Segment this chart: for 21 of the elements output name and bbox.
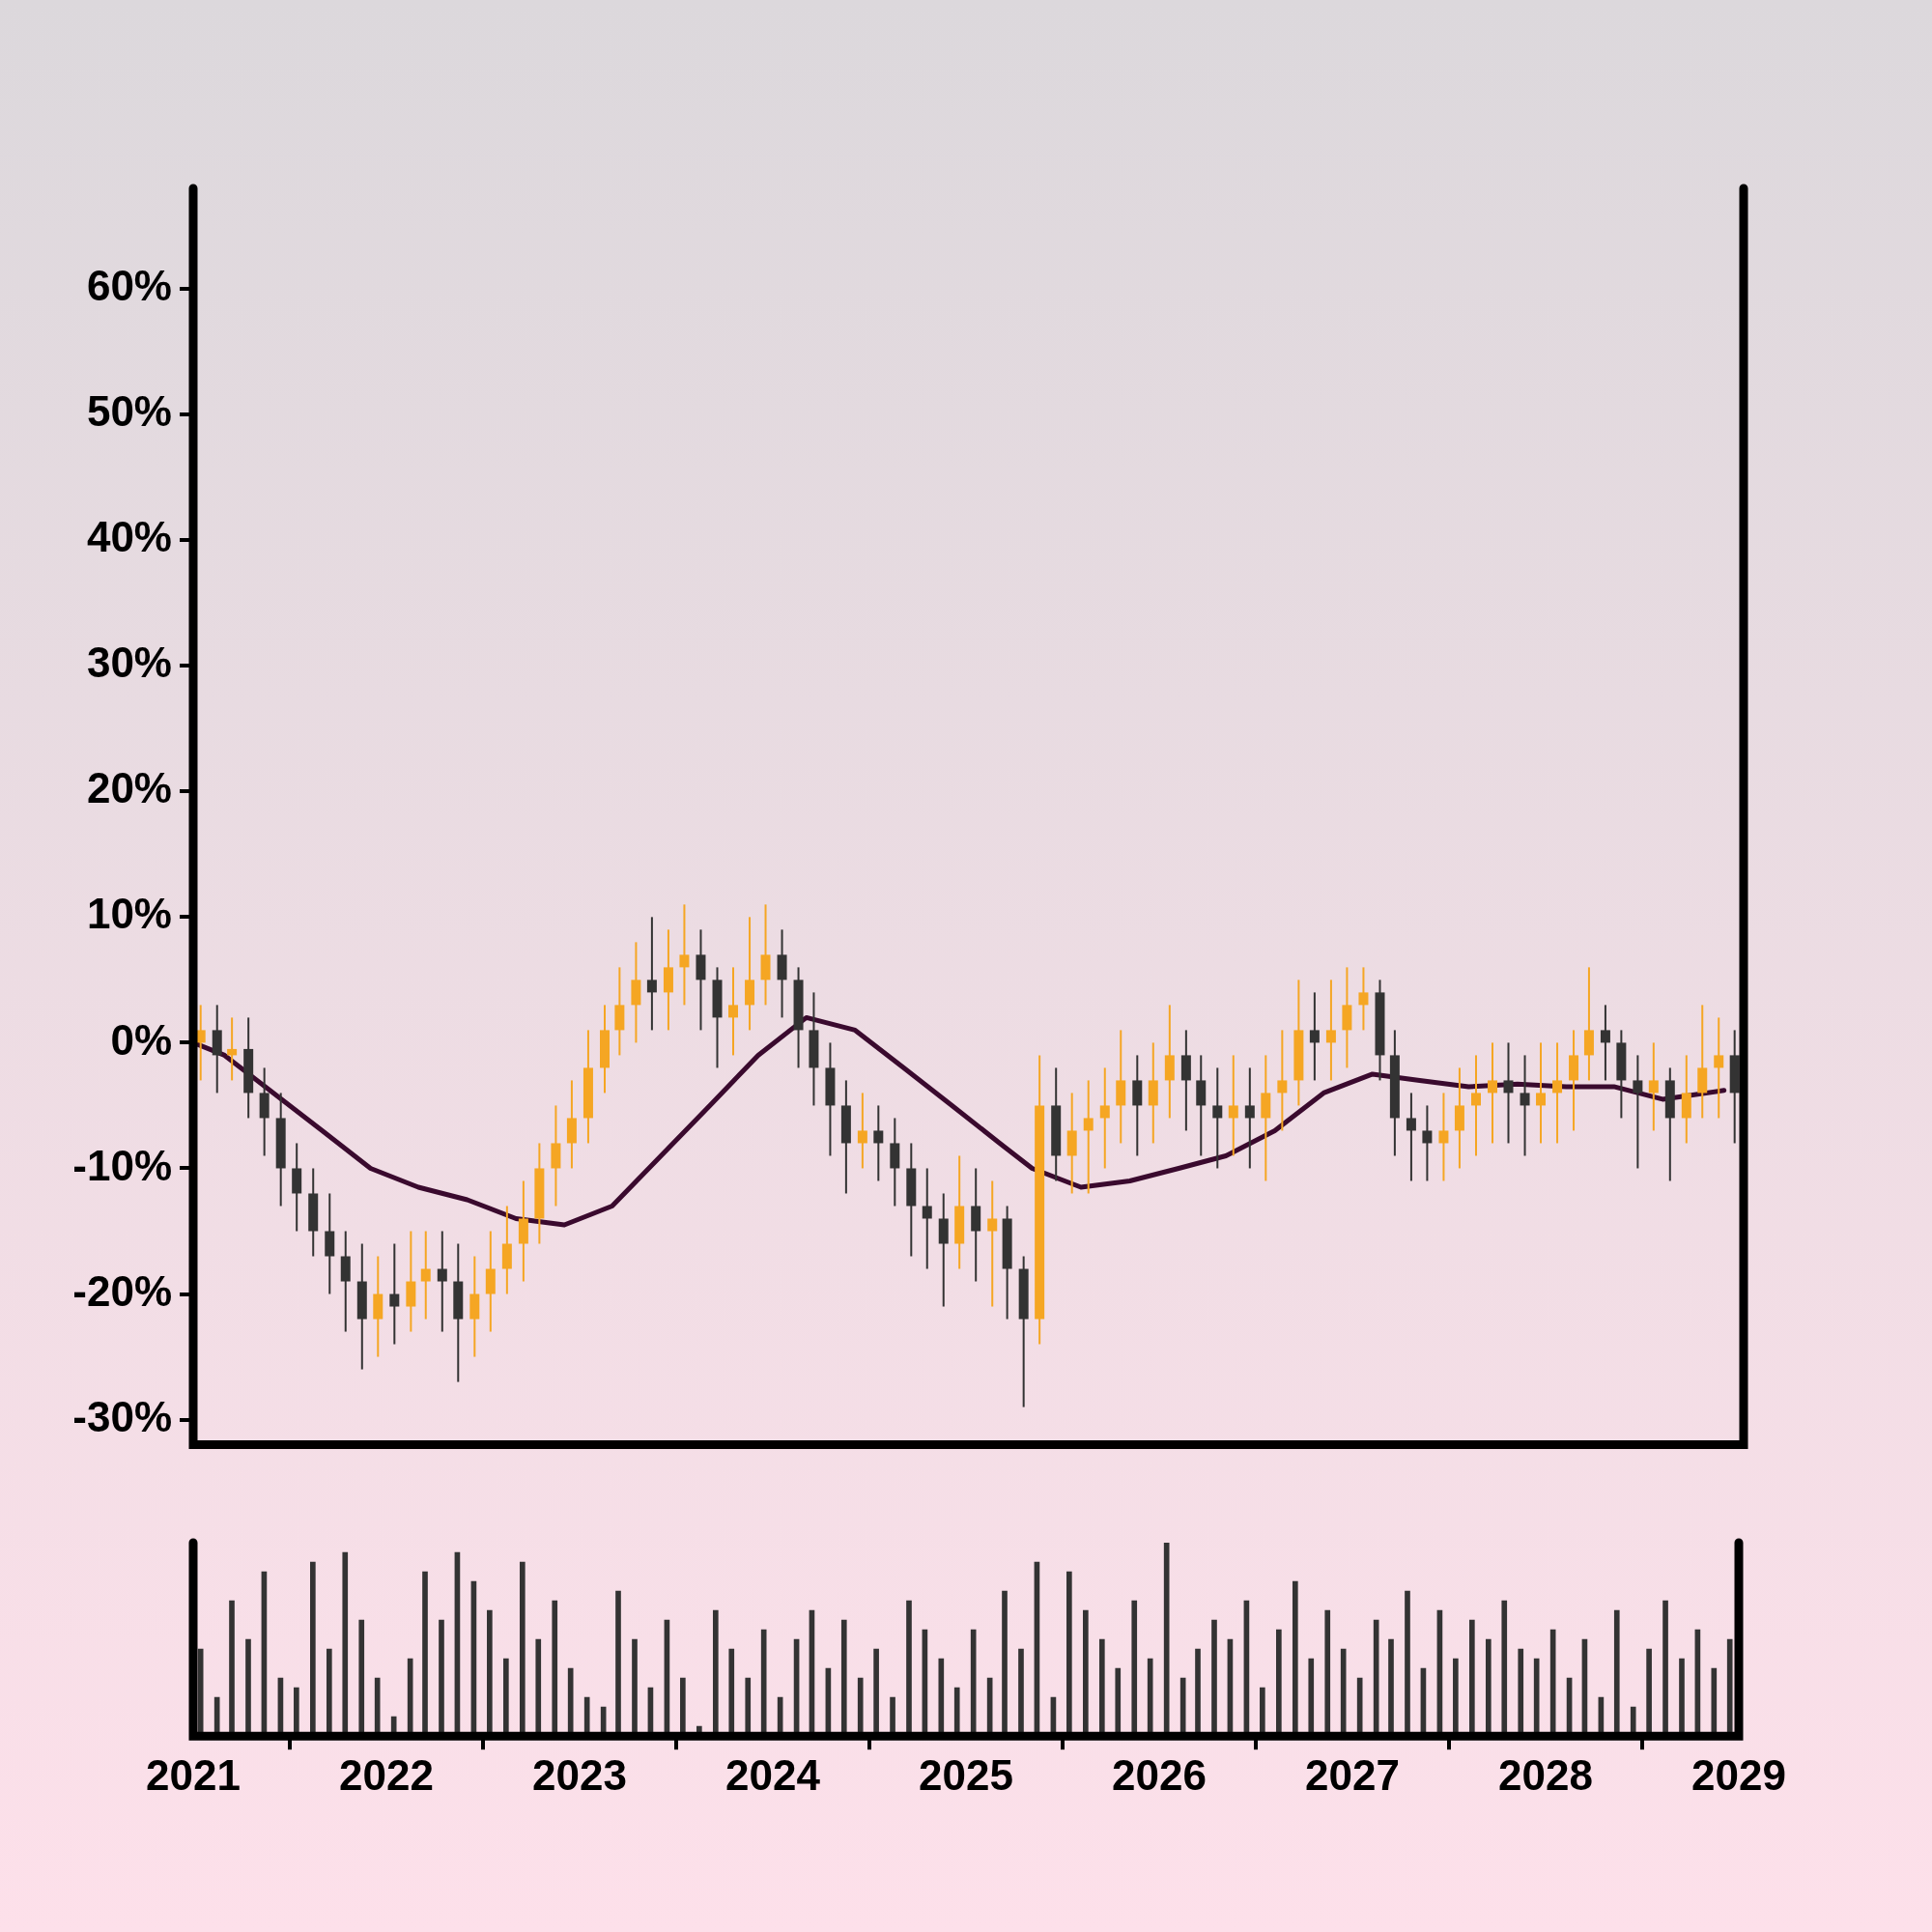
x-tick-label: 2027 bbox=[1305, 1750, 1400, 1799]
y-tick-label: 10% bbox=[86, 890, 172, 938]
y-tick-label: -20% bbox=[72, 1266, 172, 1315]
x-tick-label: 2028 bbox=[1498, 1750, 1593, 1799]
x-tick-label: 2029 bbox=[1691, 1750, 1786, 1799]
y-tick-label: 20% bbox=[86, 764, 172, 812]
y-tick-label: -30% bbox=[72, 1392, 172, 1440]
y-tick-label: 60% bbox=[86, 262, 172, 310]
candlestick bbox=[227, 1017, 238, 1081]
x-tick-label: 2022 bbox=[339, 1750, 434, 1799]
y-tick-label: 40% bbox=[86, 513, 172, 561]
y-tick-label: -10% bbox=[72, 1141, 172, 1189]
x-tick-label: 2023 bbox=[532, 1750, 627, 1799]
y-tick-label: 30% bbox=[86, 639, 172, 687]
x-tick-label: 2026 bbox=[1112, 1750, 1207, 1799]
x-tick-label: 2025 bbox=[919, 1750, 1013, 1799]
candlestick bbox=[987, 1180, 998, 1307]
y-tick-label: 50% bbox=[86, 387, 172, 436]
x-tick-label: 2021 bbox=[146, 1750, 241, 1799]
y-tick-label: 0% bbox=[110, 1015, 172, 1064]
x-tick-label: 2024 bbox=[725, 1750, 821, 1799]
